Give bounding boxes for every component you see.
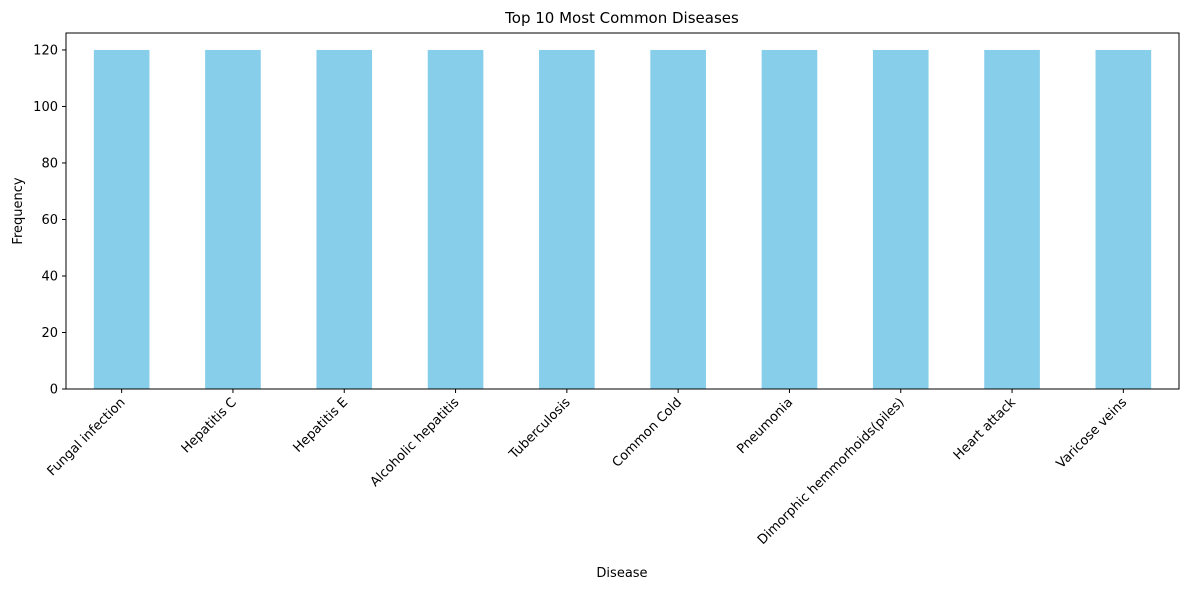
bars-group xyxy=(93,49,1152,389)
x-axis-label: Disease xyxy=(596,566,647,581)
bar xyxy=(872,49,929,389)
bar xyxy=(539,49,595,389)
y-tick-label: 0 xyxy=(50,383,58,398)
bar xyxy=(650,49,706,389)
x-tick-label: Alcoholic hepatitis xyxy=(368,395,463,490)
x-tick-label: Common Cold xyxy=(610,395,685,470)
y-tick-label: 20 xyxy=(41,326,58,341)
bar xyxy=(984,49,1040,389)
bar xyxy=(93,49,150,389)
y-tick-label: 120 xyxy=(33,43,58,58)
y-axis-ticks: 0 20 40 60 80 100 120 xyxy=(33,43,66,398)
plot-frame xyxy=(65,32,1180,390)
x-tick-label: Hepatitis E xyxy=(291,395,351,455)
x-tick-label: Varicose veins xyxy=(1054,395,1131,472)
y-axis-label: Frequency xyxy=(11,177,26,244)
y-tick-label: 100 xyxy=(33,100,58,115)
x-tick-label: Pneumonia xyxy=(734,395,796,457)
chart-title: Top 10 Most Common Diseases xyxy=(504,9,739,27)
x-tick-label: Heart attack xyxy=(951,395,1019,463)
y-tick-label: 60 xyxy=(41,213,58,228)
x-tick-label: Tuberculosis xyxy=(506,395,574,463)
x-axis-ticks: Fungal infection Hepatitis C Hepatitis E Al… xyxy=(45,389,1131,548)
bar xyxy=(205,49,261,389)
bar xyxy=(1095,49,1152,389)
x-tick-label: Hepatitis C xyxy=(179,395,240,456)
bar xyxy=(316,49,373,389)
bar xyxy=(427,49,484,389)
bar xyxy=(761,49,818,389)
x-tick-label: Fungal infection xyxy=(45,395,129,479)
y-tick-label: 80 xyxy=(41,156,58,171)
y-tick-label: 40 xyxy=(41,269,58,284)
